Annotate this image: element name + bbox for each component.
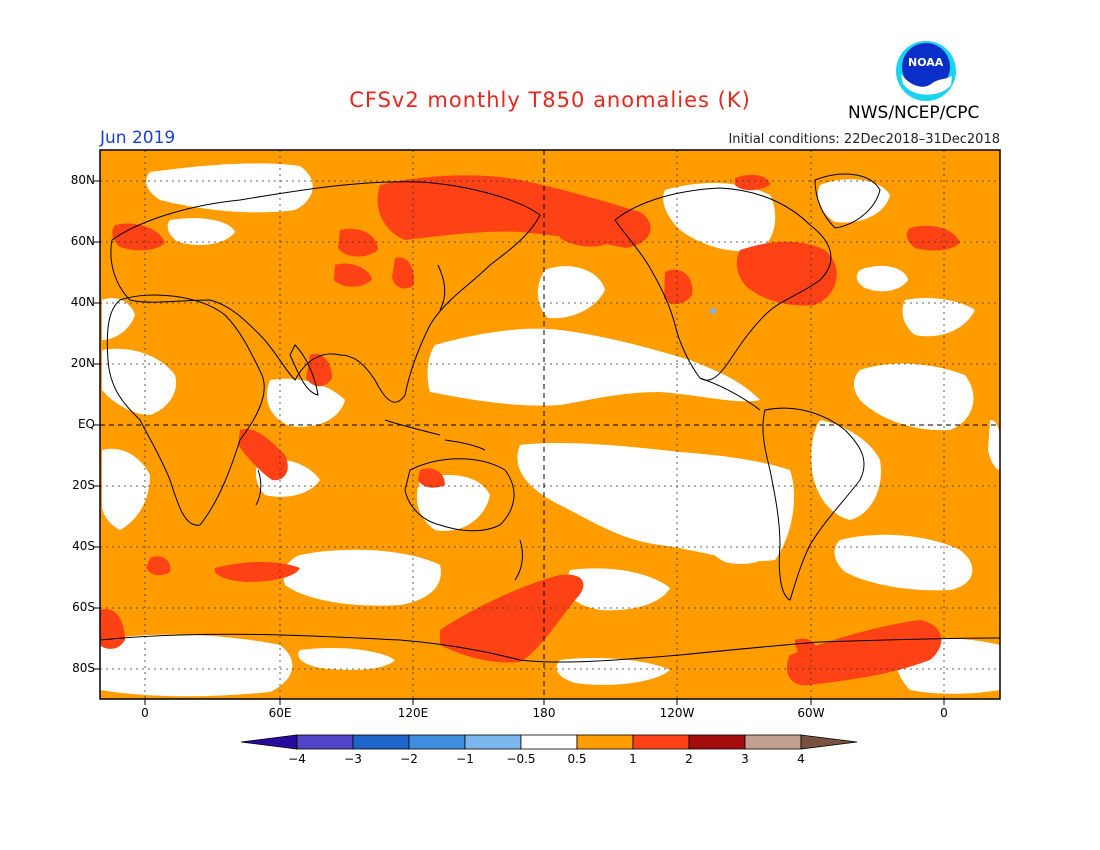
colorbar-min-arrow [240, 734, 298, 750]
colorbar [240, 734, 858, 750]
eurasia-outline [110, 181, 541, 403]
japan-outline [437, 264, 446, 311]
new-zealand-outline [514, 539, 523, 581]
india-outline [289, 344, 319, 396]
colorbar-swatch [296, 734, 354, 750]
greenland-outline [814, 173, 881, 229]
map-field [100, 150, 1000, 699]
colorbar-swatch [632, 734, 690, 750]
colorbar-swatch [352, 734, 410, 750]
colorbar-label: −0.5 [506, 752, 536, 766]
strong-warm-regions [100, 174, 960, 686]
lon-label: 120W [659, 706, 695, 720]
colorbar-swatch [744, 734, 802, 750]
lat-label: 40N [70, 295, 95, 309]
lon-label: 60W [797, 706, 825, 720]
colorbar-label: −4 [288, 752, 306, 766]
lon-label: 0 [141, 706, 149, 720]
colorbar-label: 2 [685, 752, 693, 766]
colorbar-label: −2 [400, 752, 418, 766]
noaa-logo-icon [896, 41, 956, 101]
lon-label: 180 [532, 706, 556, 720]
north-america-outline [614, 187, 832, 381]
australia-outline [404, 458, 515, 532]
south-america-outline [762, 407, 865, 601]
colorbar-swatch [688, 734, 746, 750]
maritime-continent-outline [384, 419, 486, 451]
agency-label: NWS/NCEP/CPC [848, 103, 980, 123]
reference-lines [100, 150, 1000, 699]
colorbar-label: −3 [344, 752, 362, 766]
colorbar-swatch [464, 734, 522, 750]
lat-label: 80S [72, 661, 95, 675]
lat-label: 80N [70, 173, 95, 187]
colorbar-swatch [408, 734, 466, 750]
madagascar-outline [255, 469, 262, 506]
cool-anomaly-spot [710, 308, 716, 314]
colorbar-label: −1 [456, 752, 474, 766]
colorbar-label: 3 [741, 752, 749, 766]
initial-conditions: Initial conditions: 22Dec2018–31Dec2018 [728, 132, 1000, 147]
colorbar-swatch [576, 734, 634, 750]
lon-label: 120E [397, 706, 429, 720]
central-america-outline [699, 377, 761, 411]
lat-label: EQ [77, 417, 95, 431]
lat-label: 40S [72, 539, 95, 553]
noaa-logo-text: NOAA [908, 56, 944, 69]
colorbar-swatch [520, 734, 578, 750]
colorbar-label: 0.5 [567, 752, 587, 766]
coastlines [100, 173, 1000, 663]
colorbar-label: 1 [629, 752, 637, 766]
chart-title: CFSv2 monthly T850 anomalies (K) [349, 88, 751, 112]
lat-label: 20S [72, 478, 95, 492]
lon-label: 0 [940, 706, 948, 720]
lat-label: 20N [70, 356, 95, 370]
lat-label: 60S [72, 600, 95, 614]
lat-label: 60N [70, 234, 95, 248]
antarctica-outline [100, 633, 1000, 663]
colorbar-max-arrow [800, 734, 858, 750]
dotted-graticule [100, 150, 1000, 699]
lon-label: 60E [268, 706, 292, 720]
axis-ticks [94, 180, 945, 705]
forecast-month: Jun 2019 [100, 128, 176, 148]
near-zero-regions [100, 163, 1000, 697]
africa-outline [106, 294, 265, 526]
colorbar-label: 4 [797, 752, 805, 766]
